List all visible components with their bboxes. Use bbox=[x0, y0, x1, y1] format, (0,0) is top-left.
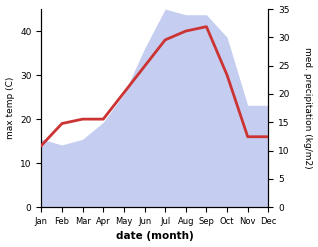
Y-axis label: med. precipitation (kg/m2): med. precipitation (kg/m2) bbox=[303, 47, 313, 169]
Y-axis label: max temp (C): max temp (C) bbox=[5, 77, 15, 139]
X-axis label: date (month): date (month) bbox=[116, 231, 194, 242]
